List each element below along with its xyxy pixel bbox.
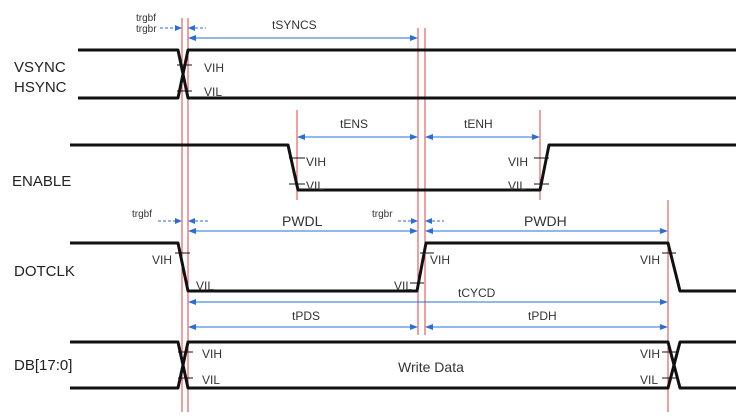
trgbr-arrow-clk xyxy=(411,218,418,224)
level-label-vih-clk-3: VIH xyxy=(640,253,660,267)
enable-waveform xyxy=(70,143,736,192)
timing-label-tpdh: tPDH xyxy=(528,309,557,323)
trgbr-arrow-top xyxy=(188,25,195,31)
timing-label-pwdh: PWDH xyxy=(524,213,567,229)
tsyncs-arrow-right xyxy=(410,35,418,41)
pwdl-arrow-left xyxy=(188,228,196,234)
level-label-vil-sync: VIL xyxy=(204,85,222,99)
tcycd-arrow-right xyxy=(660,299,668,305)
level-label-vih-sync: VIH xyxy=(204,61,224,75)
timing-label-tenh: tENH xyxy=(464,117,493,131)
tpdh-arrow-left xyxy=(425,324,433,330)
vsync-waveform xyxy=(78,48,736,100)
tcycd-arrow-left xyxy=(188,299,196,305)
hsync-waveform xyxy=(78,48,736,100)
tens-arrow-right xyxy=(410,134,418,140)
tenh-arrow-right xyxy=(532,134,540,140)
signal-label-enable: ENABLE xyxy=(12,173,71,190)
timing-label-tens: tENS xyxy=(340,117,368,131)
signal-label-vsync: VSYNC xyxy=(14,59,66,76)
timing-label-trgbr-top: trgbr xyxy=(136,24,157,35)
db-waveform-b xyxy=(70,340,736,390)
signal-label-hsync: HSYNC xyxy=(14,79,67,96)
signal-label-dotclk: DOTCLK xyxy=(14,263,75,280)
tenh-arrow-left xyxy=(425,134,433,140)
tpds-arrow-left xyxy=(188,324,196,330)
trgbf-arrow-top xyxy=(175,25,182,31)
level-label-vil-db-2: VIL xyxy=(640,373,658,387)
level-label-vil-en-2: VIL xyxy=(508,179,526,193)
trgbf-arrow-clk xyxy=(175,218,182,224)
signal-label-db: DB[17:0] xyxy=(14,357,72,374)
timing-label-tcycd: tCYCD xyxy=(458,286,496,300)
timing-label-tsyncs: tSYNCS xyxy=(272,18,317,32)
level-label-vih-en-2: VIH xyxy=(508,155,528,169)
level-label-vil-db-1: VIL xyxy=(202,373,220,387)
level-label-vih-db-1: VIH xyxy=(202,347,222,361)
level-label-vih-clk-2: VIH xyxy=(430,253,450,267)
level-label-vil-clk-2: VIL xyxy=(394,279,412,293)
level-label-vih-db-2: VIH xyxy=(640,347,660,361)
timing-label-pwdl: PWDL xyxy=(282,213,323,229)
pwdh-arrow-right xyxy=(660,228,668,234)
trgbf-arrow-clk-b xyxy=(188,218,195,224)
timing-label-trgbr-clk: trgbr xyxy=(372,209,393,220)
timing-label-trgbf-top: trgbf xyxy=(136,13,156,24)
timing-label-tpds: tPDS xyxy=(292,309,320,323)
dotclk-waveform xyxy=(70,241,736,293)
timing-label-trgbf-clk: trgbf xyxy=(132,209,152,220)
tpds-arrow-right xyxy=(410,324,418,330)
trgbr-arrow-clk-b xyxy=(425,218,432,224)
pwdl-arrow-right xyxy=(410,228,418,234)
level-label-vih-en-1: VIH xyxy=(306,155,326,169)
db-waveform-a xyxy=(70,340,736,390)
level-label-vil-en-1: VIL xyxy=(306,179,324,193)
pwdh-arrow-left xyxy=(425,228,433,234)
db-write-data-label: Write Data xyxy=(398,359,464,375)
tens-arrow-left xyxy=(297,134,305,140)
tsyncs-arrow-left xyxy=(188,35,196,41)
level-label-vil-clk-1: VIL xyxy=(196,279,214,293)
tpdh-arrow-right xyxy=(660,324,668,330)
level-label-vih-clk-1: VIH xyxy=(152,253,172,267)
